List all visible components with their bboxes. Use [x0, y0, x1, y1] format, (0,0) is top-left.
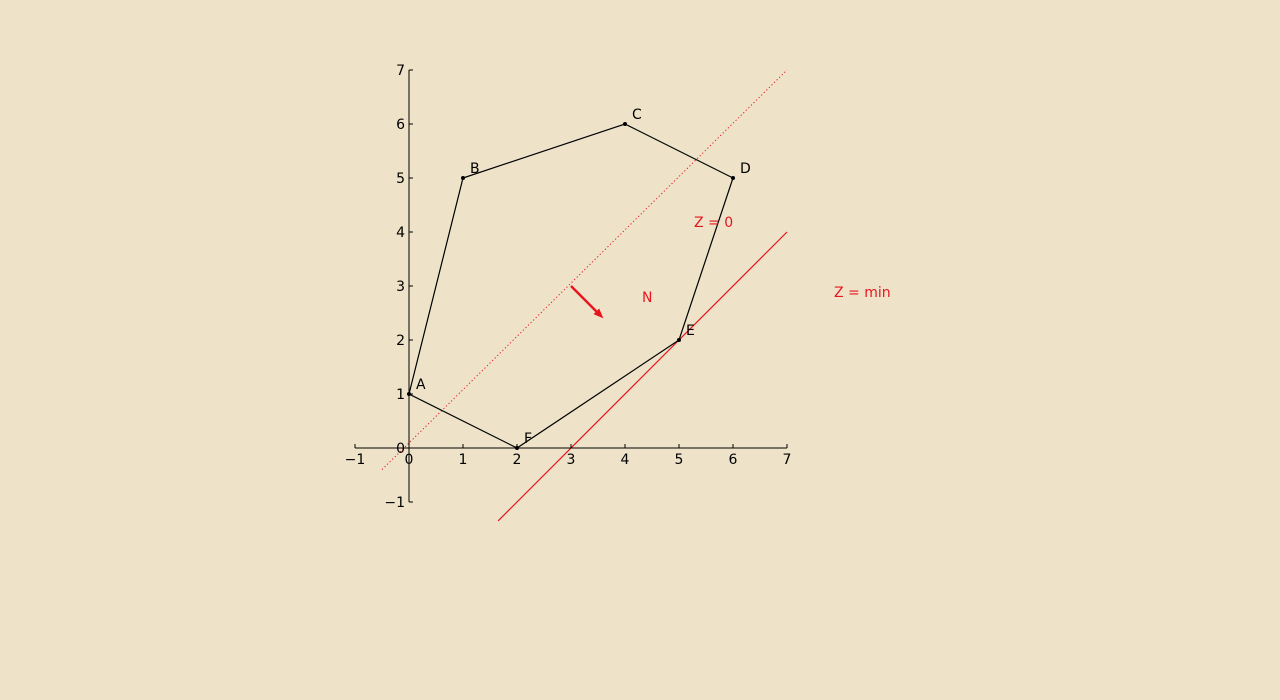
vertex-label-a: A: [416, 377, 426, 393]
y-tick-label: 6: [396, 117, 405, 133]
y-tick-label: 0: [396, 441, 405, 457]
min-line-label: Z = min: [834, 285, 891, 301]
x-tick-label: 0: [405, 452, 414, 468]
normal-vector-arrow: [570, 285, 598, 313]
x-axis-ticks: −1 0 1 2 3 4 5 6 7: [345, 444, 792, 468]
vertex-label-e: E: [686, 323, 695, 339]
y-tick-label: 7: [396, 63, 405, 79]
vertex-point-b: [461, 176, 465, 180]
y-axis-ticks: −1 0 1 2 3 4 5 6 7: [384, 63, 413, 511]
vertex-label-c: C: [632, 107, 642, 123]
x-tick-label: 1: [459, 452, 468, 468]
zero-line-label: Z = 0: [694, 215, 733, 231]
vertex-point-e: [677, 338, 681, 342]
y-tick-label: 5: [396, 171, 405, 187]
x-tick-label: 2: [513, 452, 522, 468]
vertex-point-a: [407, 392, 411, 396]
y-tick-label: 3: [396, 279, 405, 295]
x-tick-label: 6: [729, 452, 738, 468]
y-tick-label: 1: [396, 387, 405, 403]
vertex-label-d: D: [740, 161, 751, 177]
y-tick-label: −1: [384, 495, 405, 511]
vertex-point-c: [623, 122, 627, 126]
vertex-label-f: F: [524, 431, 532, 447]
x-tick-label: 4: [621, 452, 630, 468]
objective-zero-line: [381, 69, 788, 470]
x-tick-label: 7: [783, 452, 792, 468]
y-tick-label: 4: [396, 225, 405, 241]
normal-vector-label: N: [642, 290, 652, 306]
vertex-point-f: [515, 446, 519, 450]
vertex-point-d: [731, 176, 735, 180]
polygon-vertices: A B C D E F: [407, 107, 751, 450]
vertex-label-b: B: [470, 161, 480, 177]
normal-vector-arrowhead: [593, 308, 604, 319]
x-tick-label: 3: [567, 452, 576, 468]
y-tick-label: 2: [396, 333, 405, 349]
x-tick-label: 5: [675, 452, 684, 468]
x-tick-label: −1: [345, 452, 366, 468]
objective-min-line: [497, 231, 788, 522]
